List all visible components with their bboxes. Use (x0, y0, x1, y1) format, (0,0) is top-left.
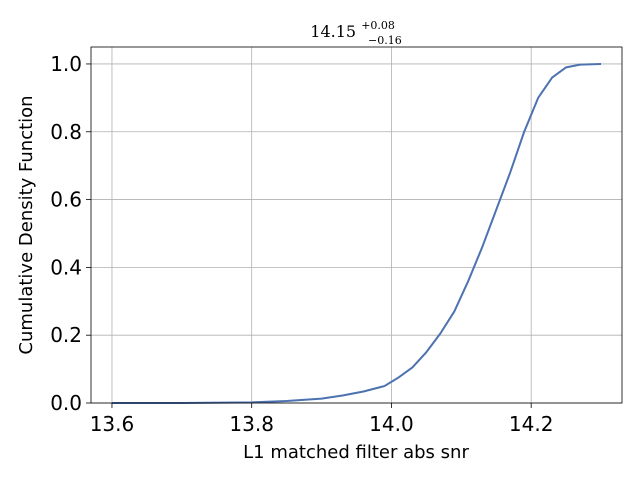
y-tick-label: 0.8 (50, 120, 82, 144)
title-sup: +0.08 (361, 19, 395, 32)
y-axis-label: Cumulative Density Function (16, 95, 37, 354)
x-tick-label: 14.2 (509, 412, 554, 436)
title-sub: −0.16 (368, 34, 402, 47)
y-tick-label: 0.2 (50, 323, 82, 347)
x-tick-label: 14.0 (369, 412, 414, 436)
y-tick-label: 0.0 (50, 391, 82, 415)
series-layer (111, 62, 602, 404)
cdf-line (111, 62, 602, 404)
x-tick-label: 13.6 (90, 412, 135, 436)
tick-layer: 13.6 13.8 14.0 14.2 0.0 0.2 0.4 0.6 0.8 1.0 (50, 52, 553, 436)
y-tick-label: 0.6 (50, 188, 82, 212)
x-tick-label: 13.8 (229, 412, 274, 436)
y-tick-label: 1.0 (50, 52, 82, 76)
y-tick-label: 0.4 (50, 255, 82, 279)
x-axis-label: L1 matched filter abs snr (243, 442, 469, 463)
grid-lines (91, 47, 622, 404)
title-main: 14.15 (310, 22, 356, 41)
plot-frame (90, 46, 623, 404)
chart-title: 14.15 +0.08 −0.16 (310, 14, 401, 47)
